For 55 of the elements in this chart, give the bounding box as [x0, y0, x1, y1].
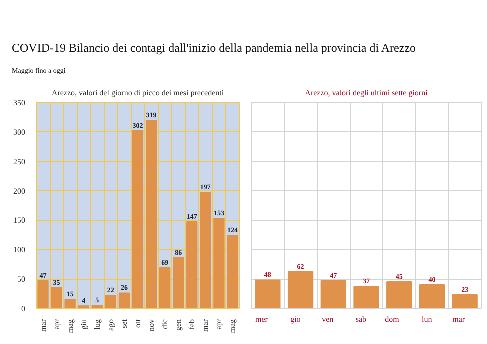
x-tick-label: mag [228, 319, 238, 334]
bar [78, 306, 90, 308]
y-tick-label: 150 [14, 216, 26, 226]
bar [92, 305, 103, 308]
x-tick-label: giu [79, 319, 88, 330]
bar [132, 130, 144, 308]
bar [386, 282, 412, 308]
y-tick-label: 200 [14, 186, 26, 196]
x-tick-label: apr [52, 319, 62, 330]
bar [227, 235, 238, 308]
bar [288, 272, 314, 308]
x-tick-label: lug [92, 319, 102, 330]
bar [51, 287, 62, 308]
x-tick-label: mar [201, 319, 210, 332]
x-tick-label: lun [422, 315, 432, 324]
x-tick-label: feb [188, 319, 197, 330]
x-tick-label: set [120, 318, 129, 328]
x-tick-label: apr [214, 319, 224, 330]
bar [38, 280, 49, 308]
y-tick-label: 50 [18, 275, 26, 284]
bar [159, 267, 171, 308]
x-tick-label: mar [452, 315, 466, 324]
x-tick-label: dic [160, 319, 170, 330]
x-tick-label: ven [322, 315, 334, 324]
x-tick-label: mar [38, 319, 48, 332]
y-tick-label: 100 [14, 246, 26, 255]
x-tick-label: nov [147, 320, 156, 332]
bar [354, 286, 380, 308]
x-tick-label: dom [385, 315, 400, 324]
bar [118, 292, 130, 308]
x-tick-label: ago [106, 319, 116, 332]
chart-title: COVID-19 Bilancio dei contagi dall'inizio della pandemia nella provincia di Arezzo [12, 40, 416, 57]
bar [452, 294, 478, 308]
x-tick-label: ott [134, 318, 142, 328]
y-tick-label: 300 [14, 128, 26, 137]
x-tick-label: gen [174, 319, 184, 332]
bar [64, 299, 76, 308]
bar [255, 280, 281, 308]
y-tick-label: 250 [14, 157, 26, 166]
y-tick-label: 0 [22, 304, 26, 314]
x-tick-label: mer [255, 315, 268, 324]
bar [105, 295, 117, 308]
x-axis-title: Arezzo, valori degli ultimi sette giorni [305, 88, 429, 98]
x-tick-label: mag [66, 319, 75, 334]
bar [200, 192, 212, 308]
y-tick-label: 350 [14, 98, 26, 108]
x-tick-label: gio [290, 315, 301, 324]
bar [320, 280, 346, 308]
bar [186, 221, 198, 308]
bar [214, 218, 225, 308]
x-tick-label: sab [356, 315, 367, 324]
x-axis-title: Arezzo, valori del giorno di picco dei mesi precedenti [52, 88, 225, 98]
bar [419, 284, 446, 308]
bar [173, 257, 184, 308]
bar [146, 120, 158, 308]
